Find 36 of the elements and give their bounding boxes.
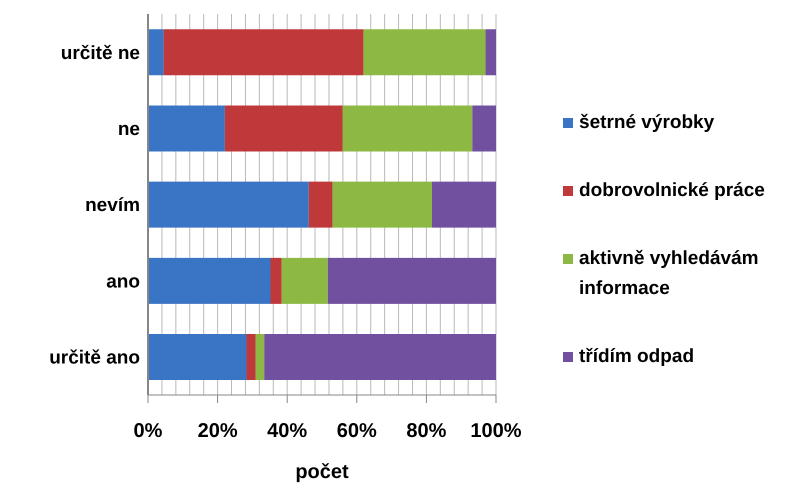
y-tick-label: určitě ano — [49, 348, 140, 369]
y-tick-label: ne — [118, 119, 140, 140]
bar — [342, 105, 472, 152]
bar — [224, 105, 343, 152]
x-tick-label: 20% — [198, 420, 238, 442]
bar — [270, 258, 282, 304]
legend-label: dobrovolnické práce — [579, 179, 765, 203]
legend-label: třídím odpad — [579, 345, 694, 369]
y-tick-label: ano — [106, 271, 140, 292]
bar — [148, 182, 309, 228]
bar — [432, 182, 496, 228]
bar — [308, 182, 332, 228]
bar — [148, 105, 225, 152]
bar — [148, 334, 246, 380]
y-tick-label: určitě ne — [60, 42, 140, 64]
x-tick-label: 40% — [267, 420, 308, 442]
bar — [363, 29, 486, 76]
bar — [164, 29, 364, 76]
x-tick-label: 60% — [336, 420, 378, 442]
bar — [332, 182, 432, 228]
bar — [282, 258, 328, 304]
bar — [246, 334, 256, 380]
y-tick-label: nevím — [85, 195, 140, 216]
bar — [328, 258, 496, 304]
x-axis-title: počet — [295, 461, 350, 483]
bar — [472, 105, 496, 152]
bar — [148, 258, 270, 304]
x-tick-label: 100% — [470, 420, 522, 442]
x-tick-label: 0% — [134, 420, 163, 442]
bar — [148, 29, 164, 76]
x-tick-label: 80% — [406, 420, 447, 442]
bar — [256, 334, 264, 380]
legend-label: šetrné výrobky — [579, 111, 714, 135]
bar — [264, 334, 496, 380]
bar — [486, 29, 496, 76]
legend-label: aktivně vyhledávám informace — [579, 247, 760, 301]
